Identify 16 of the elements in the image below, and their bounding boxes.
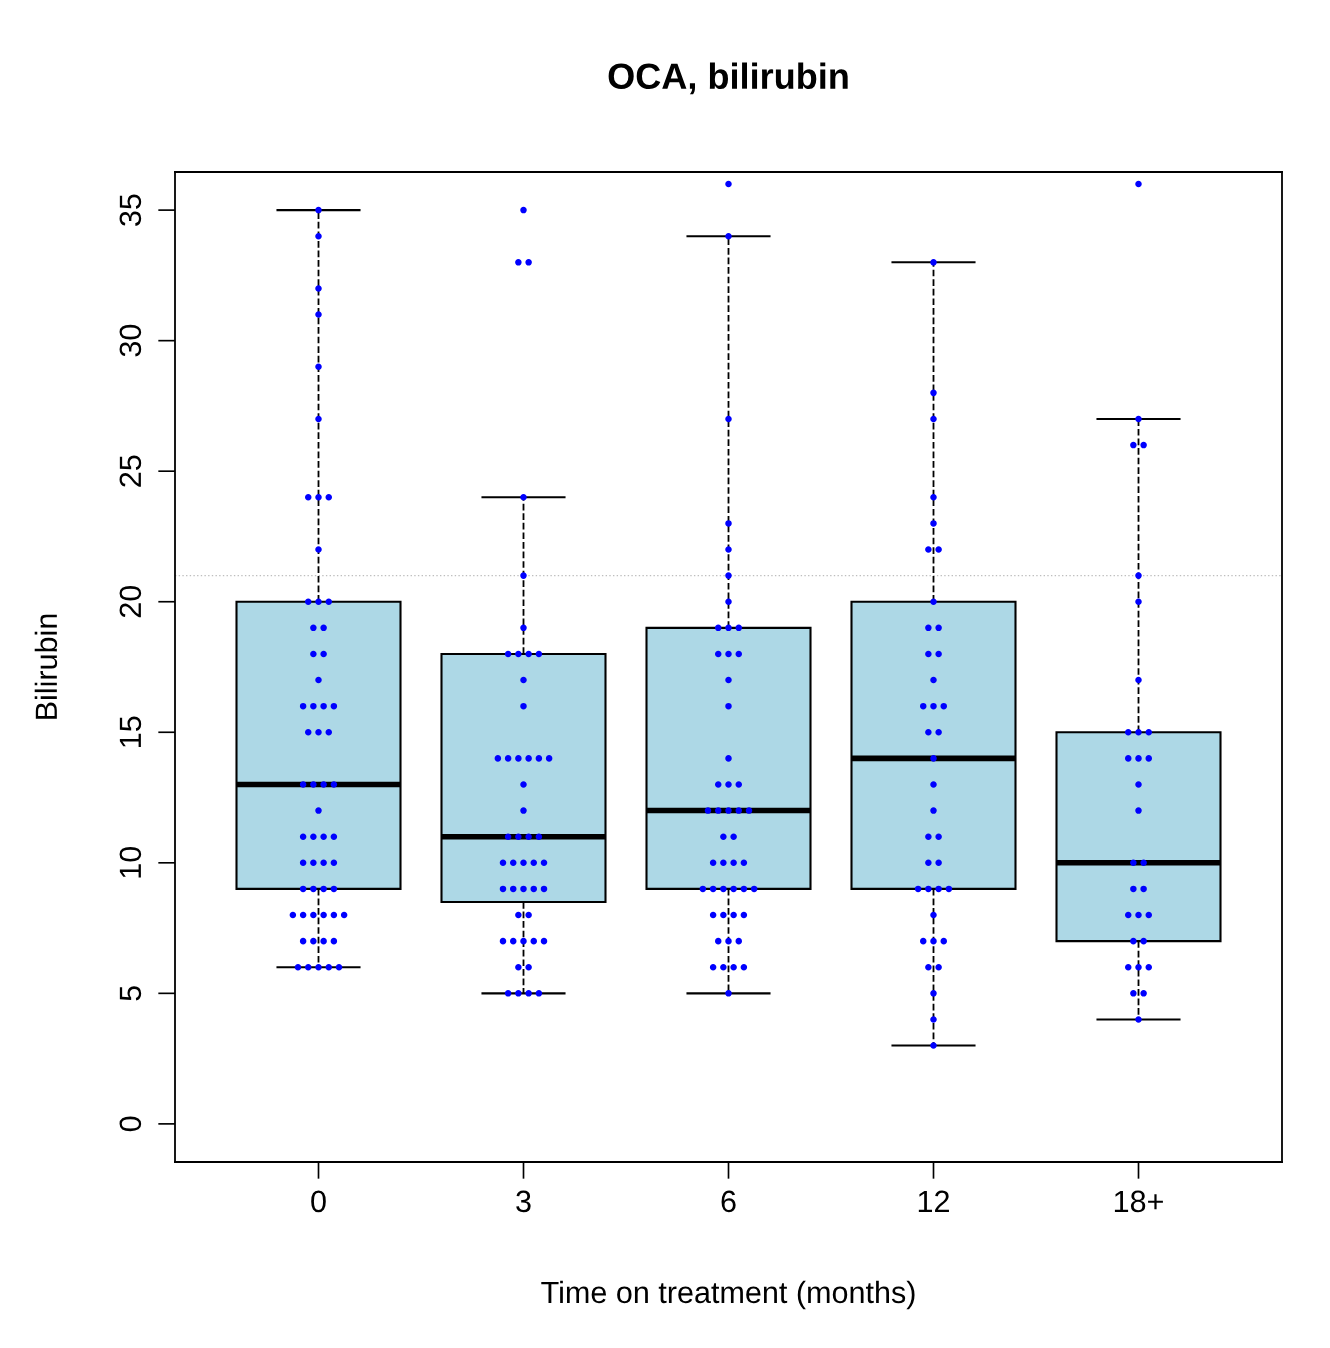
y-tick-label: 30 bbox=[119, 324, 142, 357]
y-tick-label: 25 bbox=[119, 455, 142, 487]
y-tick-label: 10 bbox=[119, 847, 142, 878]
y-tick-label: 15 bbox=[119, 716, 142, 747]
x-tick-label: 3 bbox=[516, 1190, 531, 1213]
x-tick-label: 0 bbox=[311, 1190, 326, 1213]
y-tick-label: 0 bbox=[119, 1116, 142, 1132]
x-tick-label: 12 bbox=[918, 1190, 949, 1212]
x-axis-title: Time on treatment (months) bbox=[541, 1280, 915, 1310]
y-tick-label: 5 bbox=[119, 986, 142, 1001]
x-tick-label: 6 bbox=[721, 1190, 736, 1213]
x-tick-label: 18+ bbox=[1114, 1190, 1163, 1213]
y-tick-label: 20 bbox=[119, 585, 142, 618]
y-tick-label: 35 bbox=[119, 194, 142, 226]
y-axis-title: Bilirubin bbox=[34, 614, 58, 719]
chart-title: OCA, bilirubin bbox=[608, 62, 848, 95]
